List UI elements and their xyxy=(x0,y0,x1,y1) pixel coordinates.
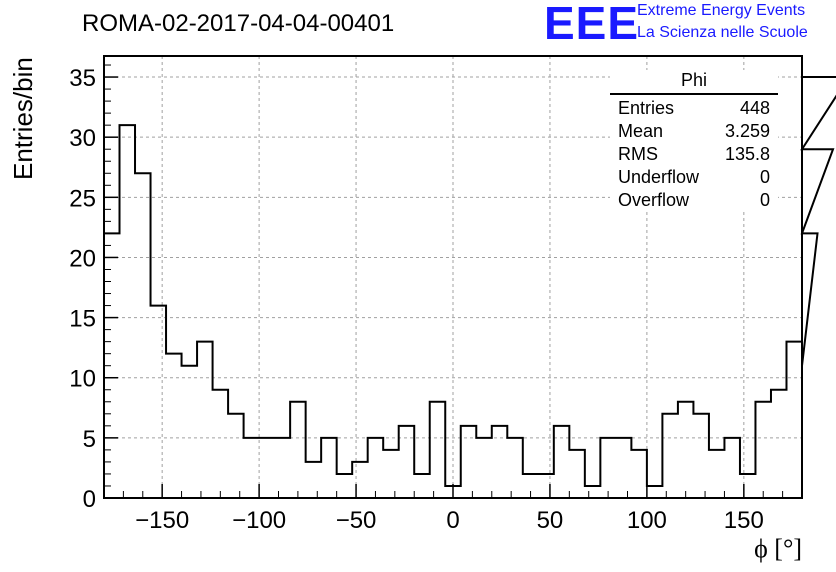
y-tick-label: 25 xyxy=(69,185,96,212)
x-tick-label: 0 xyxy=(446,507,459,534)
y-tick-label: 5 xyxy=(83,426,96,453)
stats-label: Mean xyxy=(618,121,664,141)
x-axis-label: ϕ [°] xyxy=(754,534,802,563)
stats-row-entries: Entries 448 xyxy=(610,97,778,120)
plot-frame xyxy=(103,55,803,499)
stats-label: Overflow xyxy=(618,190,690,210)
logo-subtitle-line1: Extreme Energy Events xyxy=(637,2,806,19)
x-tick-label: −150 xyxy=(135,507,189,534)
tick-labels: −150 −100 −50 0 50 100 150 0 5 10 15 20 25 30 35 xyxy=(69,65,764,534)
x-tick-label: 150 xyxy=(724,507,764,534)
stats-row-rms: RMS 135.8 xyxy=(610,143,778,166)
stats-row-mean: Mean 3.259 xyxy=(610,120,778,143)
stats-value: 3.259 xyxy=(724,121,770,141)
y-tick-label: 0 xyxy=(83,486,96,513)
stats-value: 0 xyxy=(759,190,770,210)
stats-row-underflow: Underflow 0 xyxy=(610,166,778,189)
logo-subtitle-line2: La Scienza nelle Scuole xyxy=(637,24,808,41)
stats-value: 0 xyxy=(759,167,770,187)
y-tick-label: 10 xyxy=(69,366,96,393)
stats-value: 448 xyxy=(739,98,770,118)
chart-title: ROMA-02-2017-04-04-00401 xyxy=(82,10,395,37)
y-tick-label: 30 xyxy=(69,125,96,152)
y-tick-label: 35 xyxy=(69,65,96,92)
y-tick-label: 20 xyxy=(69,245,96,272)
stats-title: Phi xyxy=(610,70,778,95)
x-tick-label: −100 xyxy=(232,507,286,534)
x-tick-label: −50 xyxy=(336,507,377,534)
x-tick-label: 50 xyxy=(537,507,564,534)
histogram-step-line xyxy=(103,76,836,498)
y-axis-label: Entries/bin xyxy=(8,57,38,180)
grid-lines xyxy=(104,56,802,498)
stats-label: Underflow xyxy=(618,167,700,187)
stats-value: 135.8 xyxy=(724,144,770,164)
stats-label: RMS xyxy=(618,144,658,164)
stats-row-overflow: Overflow 0 xyxy=(610,189,778,212)
stats-label: Entries xyxy=(618,98,675,118)
axis-ticks xyxy=(104,64,784,499)
stats-box: Phi Entries 448 Mean 3.259 RMS 135.8 Underf… xyxy=(610,70,778,212)
eee-logo: EEE xyxy=(544,0,640,49)
y-tick-label: 15 xyxy=(69,306,96,333)
x-tick-label: 100 xyxy=(627,507,667,534)
